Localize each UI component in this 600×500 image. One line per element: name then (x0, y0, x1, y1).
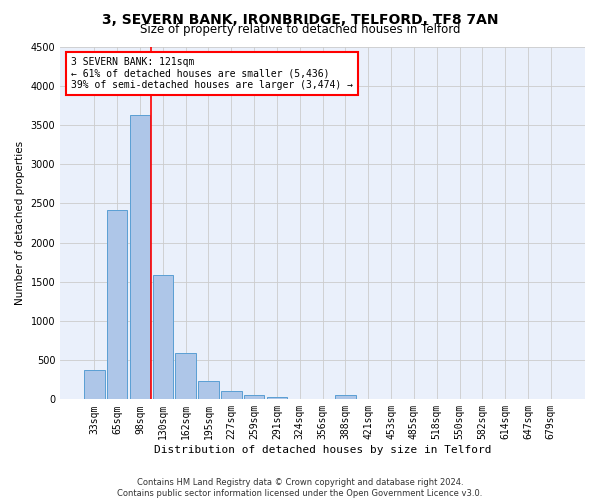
Bar (266, 396, 287, 400)
Bar (335, 395, 356, 400)
Bar (84, 370, 104, 400)
Text: 3 SEVERN BANK: 121sqm
← 61% of detached houses are smaller (5,436)
39% of semi-d: 3 SEVERN BANK: 121sqm ← 61% of detached … (71, 57, 353, 90)
Text: Size of property relative to detached houses in Telford: Size of property relative to detached ho… (140, 22, 460, 36)
Y-axis label: Number of detached properties: Number of detached properties (15, 141, 25, 305)
Bar (221, 391, 242, 400)
X-axis label: Distribution of detached houses by size in Telford: Distribution of detached houses by size … (154, 445, 491, 455)
Text: Contains HM Land Registry data © Crown copyright and database right 2024.
Contai: Contains HM Land Registry data © Crown c… (118, 478, 482, 498)
Bar (244, 394, 265, 400)
Bar (198, 382, 219, 400)
Bar (175, 353, 196, 400)
Bar (152, 276, 173, 400)
Text: 3, SEVERN BANK, IRONBRIDGE, TELFORD, TF8 7AN: 3, SEVERN BANK, IRONBRIDGE, TELFORD, TF8… (102, 12, 498, 26)
Bar (130, 116, 150, 400)
Bar (107, 210, 127, 400)
